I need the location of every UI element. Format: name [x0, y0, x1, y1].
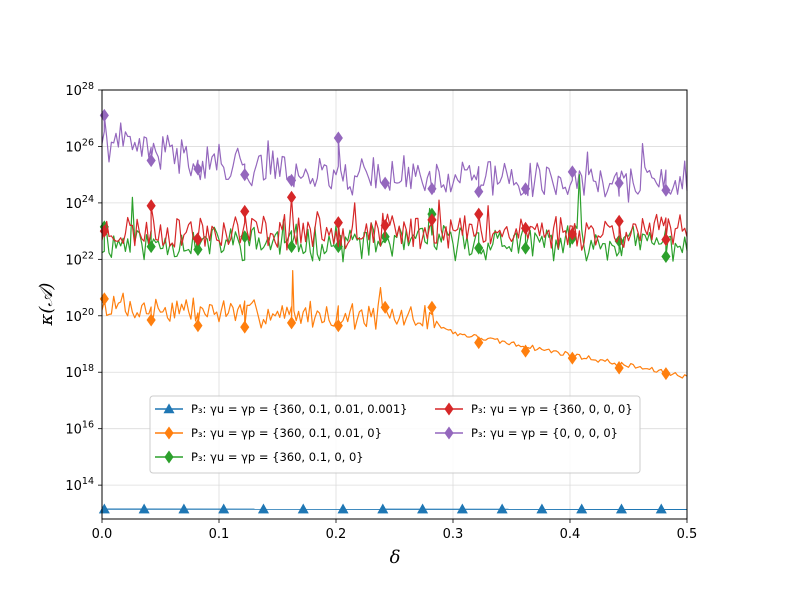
- x-tick-label: 0.5: [677, 527, 698, 542]
- y-tick-label: 1014: [65, 476, 94, 494]
- x-tick-label: 0.1: [209, 527, 230, 542]
- data-point-marker: [576, 503, 588, 514]
- data-point-marker: [240, 204, 250, 218]
- data-point-marker: [520, 182, 531, 196]
- y-tick-label: 1016: [65, 420, 94, 438]
- data-point-marker: [661, 249, 671, 264]
- data-point-marker: [193, 162, 203, 176]
- data-point-marker: [520, 241, 531, 255]
- legend-entry-3: P₃: γu = γp = {360, 0.1, 0, 0}: [155, 450, 364, 464]
- data-point-marker: [567, 227, 577, 241]
- y-tick-label: 1018: [65, 363, 94, 381]
- legend-label: P₃: γu = γp = {0, 0, 0, 0}: [471, 426, 618, 440]
- data-point-marker: [286, 173, 297, 187]
- data-point-marker: [444, 426, 454, 440]
- data-point-marker: [520, 344, 531, 358]
- data-point-marker: [286, 190, 297, 204]
- x-axis-label: δ: [390, 547, 401, 568]
- data-point-marker: [536, 503, 548, 514]
- data-point-marker: [240, 168, 250, 182]
- data-point-marker: [427, 300, 437, 314]
- data-point-marker: [380, 218, 390, 232]
- data-point-marker: [164, 450, 174, 464]
- data-point-marker: [297, 503, 309, 514]
- data-point-marker: [567, 165, 577, 179]
- data-point-marker: [218, 503, 230, 514]
- data-point-marker: [337, 503, 349, 514]
- data-point-marker: [178, 503, 190, 514]
- y-tick-label: 1022: [65, 250, 94, 268]
- series-2: [99, 270, 688, 381]
- y-tick-label: 1026: [65, 137, 94, 155]
- data-point-marker: [661, 233, 671, 247]
- legend-label: P₃: γu = γp = {360, 0.1, 0.01, 0.001}: [191, 402, 408, 416]
- data-point-marker: [661, 183, 671, 197]
- data-point-marker: [614, 176, 624, 190]
- x-tick-label: 0.0: [92, 527, 113, 542]
- data-point-marker: [286, 316, 297, 330]
- data-point-marker: [146, 199, 156, 213]
- legend-label: P₃: γu = γp = {360, 0.1, 0.01, 0}: [191, 426, 382, 440]
- data-point-marker: [427, 213, 437, 227]
- legend: P₃: γu = γp = {360, 0.1, 0.01, 0.001} P₃:…: [149, 395, 641, 474]
- data-point-marker: [193, 319, 203, 333]
- data-point-marker: [474, 185, 484, 199]
- data-point-marker: [444, 402, 454, 416]
- legend-label: P₃: γu = γp = {360, 0.1, 0, 0}: [191, 450, 364, 464]
- data-point-marker: [193, 233, 203, 247]
- data-point-marker: [474, 207, 484, 221]
- y-tick-label: 1024: [65, 194, 94, 212]
- data-point-marker: [417, 503, 429, 514]
- legend-label: P₃: γu = γp = {360, 0, 0, 0}: [471, 402, 633, 416]
- data-point-marker: [655, 503, 667, 514]
- data-point-marker: [496, 503, 508, 514]
- data-point-marker: [456, 503, 468, 514]
- axis-ticks: 0.0 0.1 0.2 0.3 0.4 0.5 1014 1016 1018 1020 1022 10…: [65, 81, 697, 542]
- data-point-marker: [614, 361, 624, 375]
- y-axis-label: κ(𝒜): [36, 283, 57, 327]
- data-point-marker: [240, 320, 250, 334]
- data-point-marker: [257, 503, 269, 514]
- data-point-marker: [333, 319, 343, 333]
- data-point-marker: [146, 154, 156, 168]
- legend-entry-1: P₃: γu = γp = {360, 0.1, 0.01, 0.001}: [155, 402, 408, 416]
- data-point-marker: [193, 242, 203, 256]
- data-point-marker: [380, 176, 390, 190]
- data-point-marker: [474, 241, 484, 255]
- plot-frame: [101, 89, 688, 520]
- data-point-marker: [427, 182, 437, 196]
- data-point-marker: [614, 214, 624, 228]
- data-point-marker: [286, 240, 297, 254]
- data-point-marker: [380, 300, 390, 314]
- y-tick-label: 1020: [65, 307, 94, 325]
- data-point-marker: [661, 367, 671, 381]
- data-point-marker: [163, 403, 175, 414]
- series-1: [98, 503, 688, 514]
- data-point-marker: [567, 351, 577, 365]
- y-tick-label: 1028: [65, 81, 94, 99]
- data-point-marker: [474, 336, 484, 350]
- data-point-marker: [615, 503, 627, 514]
- data-point-marker: [164, 426, 174, 440]
- legend-entry-5: P₃: γu = γp = {0, 0, 0, 0}: [435, 426, 618, 440]
- x-tick-label: 0.3: [443, 527, 464, 542]
- data-point-marker: [333, 131, 343, 145]
- data-point-marker: [138, 503, 150, 514]
- data-point-marker: [520, 221, 531, 235]
- legend-entry-2: P₃: γu = γp = {360, 0.1, 0.01, 0}: [155, 426, 382, 440]
- x-tick-label: 0.4: [560, 527, 581, 542]
- legend-entry-4: P₃: γu = γp = {360, 0, 0, 0}: [435, 402, 633, 416]
- data-point-marker: [333, 216, 343, 230]
- series-4: [99, 190, 688, 251]
- x-tick-label: 0.2: [326, 527, 347, 542]
- data-point-marker: [146, 313, 156, 327]
- plot-series: [98, 108, 688, 514]
- legend-box: [149, 395, 641, 474]
- data-point-marker: [377, 503, 389, 514]
